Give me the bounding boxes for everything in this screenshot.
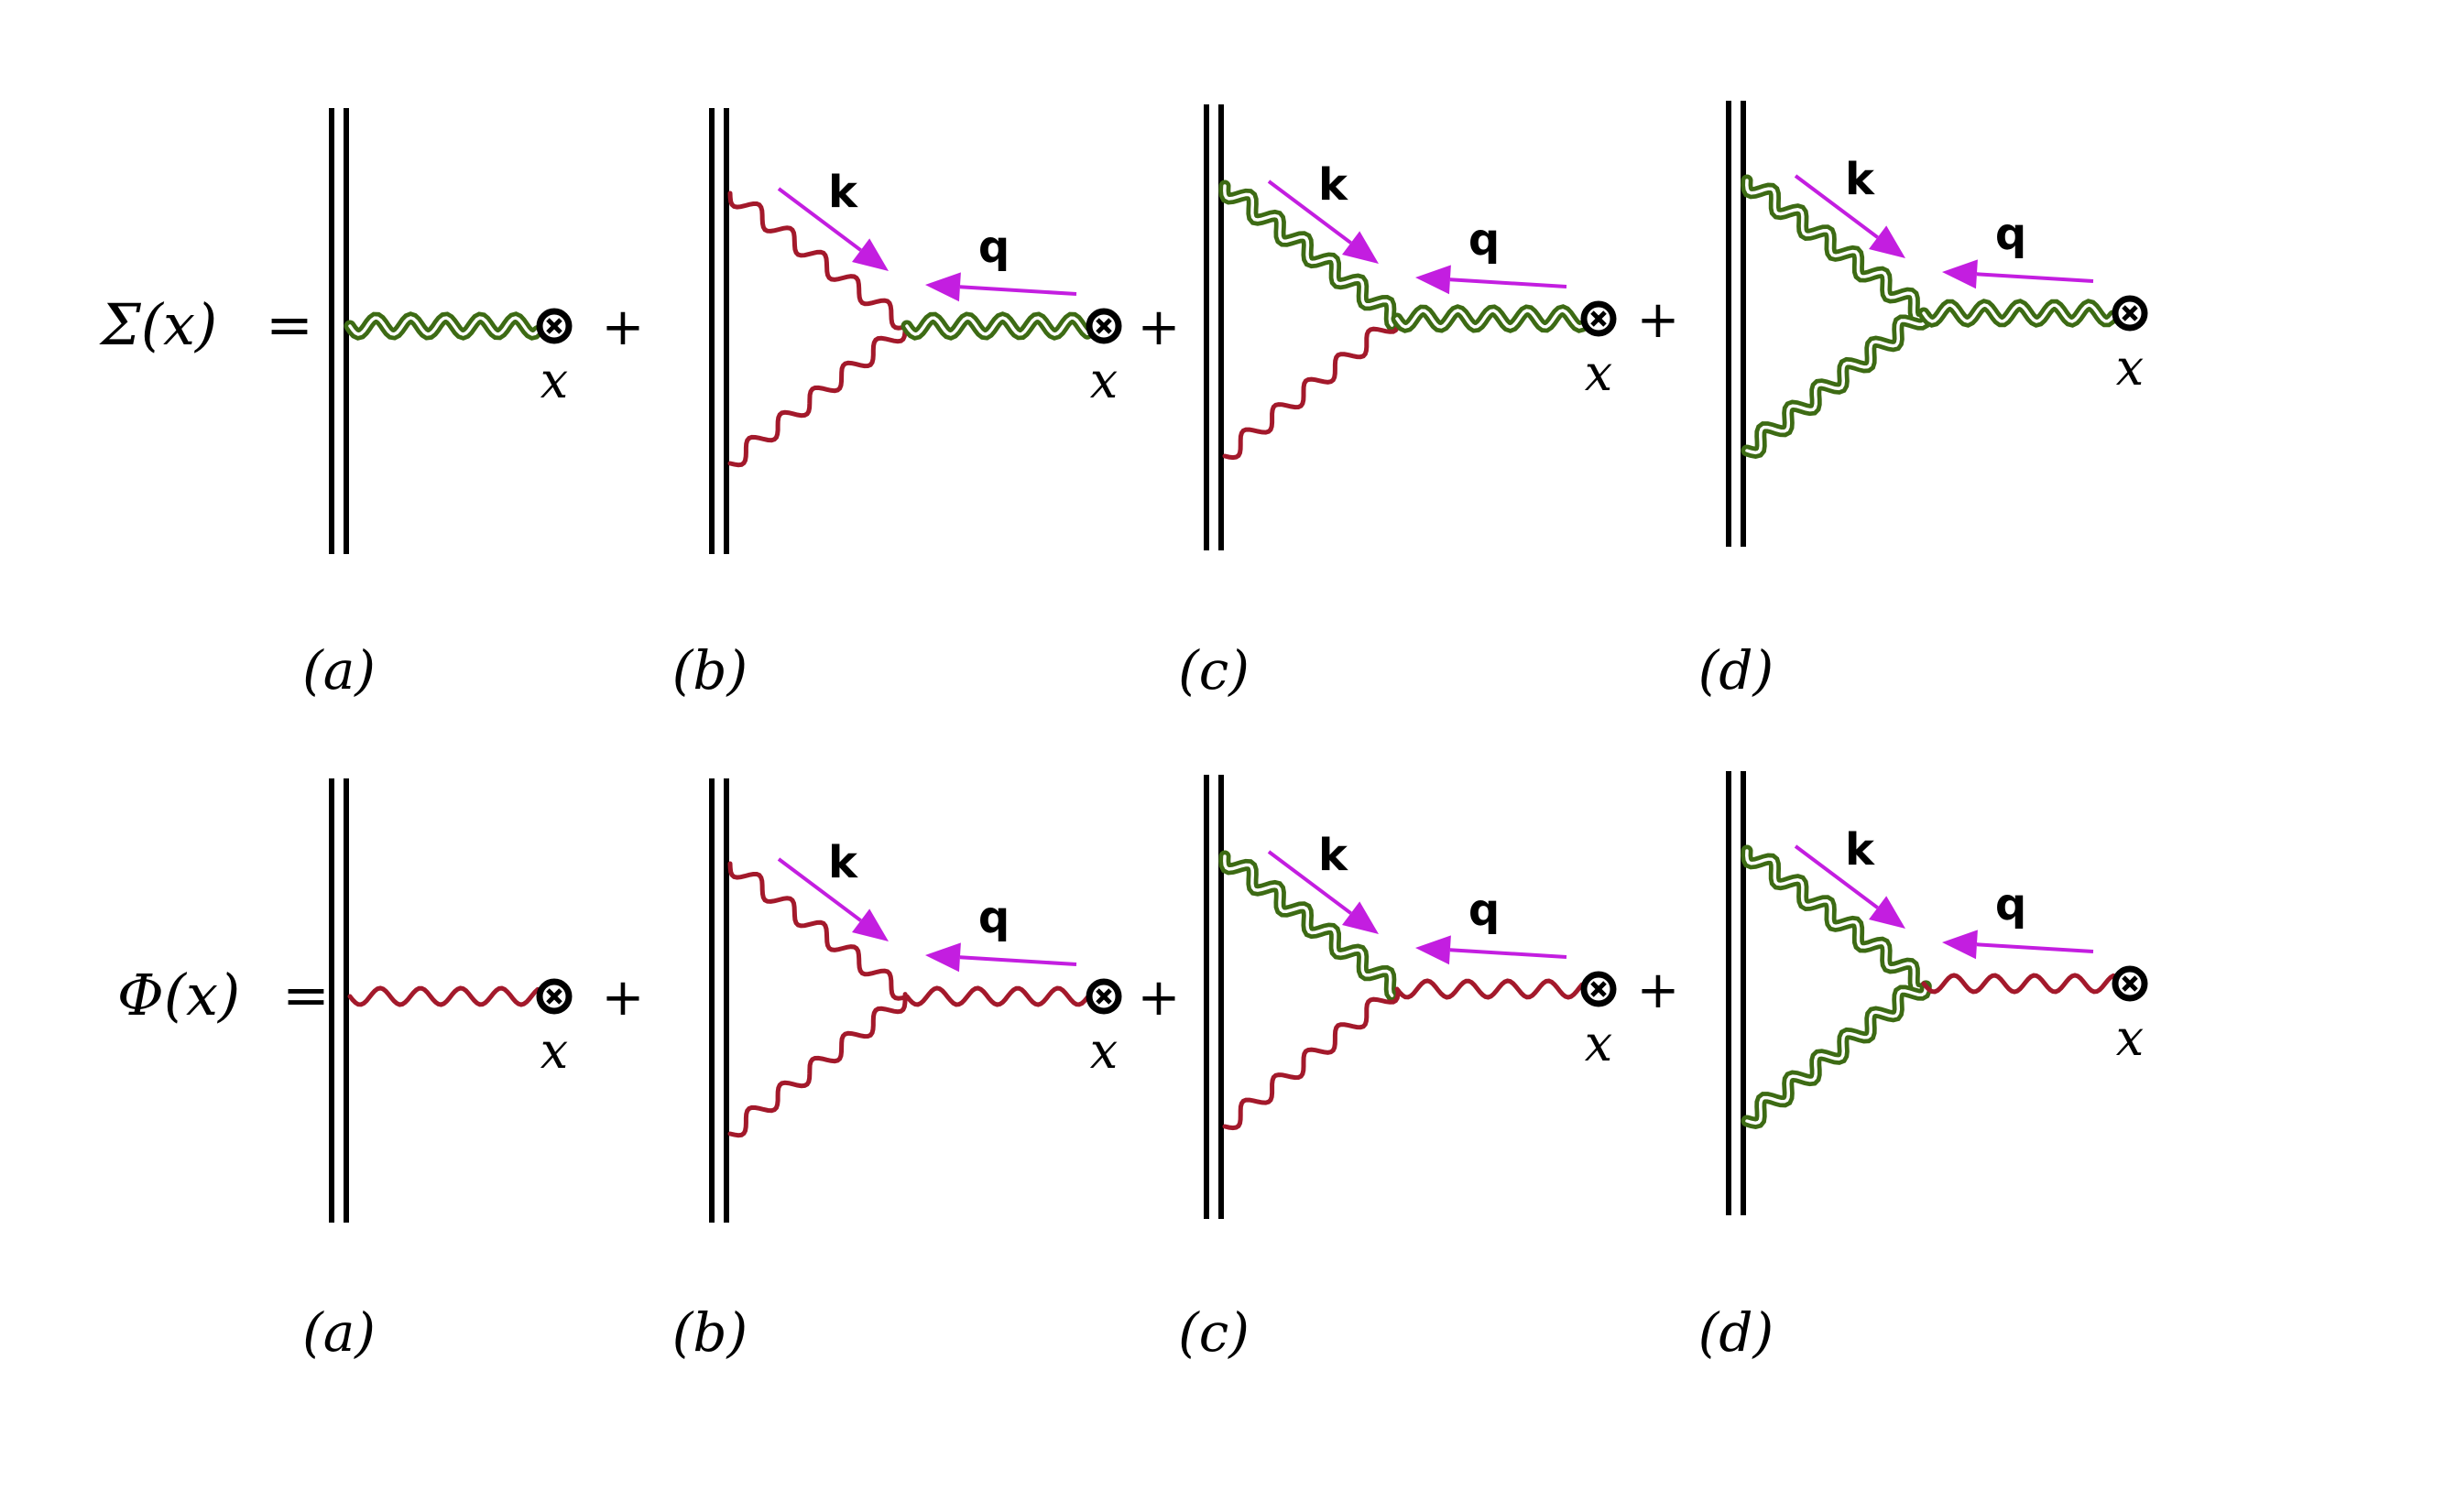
momentum-k-arrow: [1794, 174, 1905, 258]
external-propagator: [1921, 973, 2116, 995]
point-x-label: x: [1090, 352, 1118, 409]
point-x-label: x: [1585, 344, 1612, 402]
momentum-q-label: q: [978, 222, 1010, 273]
lower-propagator-core: [1745, 314, 1928, 455]
lhs-argument: (x): [164, 962, 240, 1028]
momentum-q-label: q: [1468, 214, 1500, 266]
momentum-k-label: k: [1845, 154, 1875, 205]
momentum-k-label: k: [828, 837, 858, 888]
momentum-k-arrow: [777, 857, 889, 941]
momentum-q-arrow: [925, 942, 1077, 973]
point-x-label: x: [2116, 339, 2144, 397]
plus-sign: +: [602, 298, 645, 357]
panel-label: (a): [302, 1301, 376, 1364]
panel-sigma-1: k q x + (b): [672, 108, 1181, 702]
momentum-k-arrow: [1794, 844, 1905, 929]
lower-propagator: [1222, 318, 1401, 461]
upper-propagator-core: [1223, 184, 1394, 327]
plus-sign: +: [1637, 290, 1680, 350]
plus-sign: +: [602, 968, 645, 1028]
external-propagator-core: [1395, 309, 1584, 329]
phi-row: Φ(x) = x + (a) k q x + (b) k q x + (c) k q x (d): [117, 771, 2148, 1364]
point-x-label: x: [1585, 1015, 1612, 1072]
point-x-label: x: [1090, 1022, 1118, 1080]
lower-propagator: [1222, 988, 1401, 1131]
source-point-otimes-icon: [1086, 978, 1122, 1015]
plus-sign: +: [1138, 298, 1181, 357]
panel-phi-3: k q x (d): [1698, 771, 2148, 1364]
momentum-k-label: k: [1318, 830, 1348, 881]
panel-phi-1: k q x + (b): [672, 778, 1181, 1364]
momentum-q-arrow: [1415, 935, 1567, 965]
panel-phi-0: x + (a): [302, 778, 644, 1364]
panel-label: (b): [672, 639, 748, 702]
panel-label: (b): [672, 1301, 748, 1364]
momentum-k-label: k: [828, 167, 858, 218]
panel-sigma-2: k q x + (c): [1178, 104, 1679, 702]
lower-propagator: [727, 321, 908, 468]
upper-propagator-core: [1745, 179, 1922, 321]
lower-propagator-core: [1745, 984, 1928, 1126]
lower-propagator: [727, 992, 908, 1138]
momentum-k-label: k: [1845, 824, 1875, 876]
source-point-otimes-icon: [1580, 300, 1617, 337]
external-propagator-core: [348, 316, 540, 336]
sigma-row: Σ(x) = x + (a) k q x + (b) k q x + (c) k q x (d): [99, 101, 2148, 702]
upper-propagator-core: [1745, 849, 1922, 991]
panel-label: (c): [1178, 639, 1250, 702]
momentum-k-label: k: [1318, 159, 1348, 211]
point-x-label: x: [2116, 1009, 2144, 1067]
source-point-otimes-icon: [1580, 971, 1617, 1007]
source-point-otimes-icon: [2112, 295, 2148, 332]
momentum-q-label: q: [1468, 885, 1500, 936]
panel-sigma-0: x + (a): [302, 108, 644, 702]
upper-propagator-core: [1223, 854, 1394, 997]
momentum-q-label: q: [1995, 879, 2026, 930]
external-propagator: [904, 985, 1090, 1007]
momentum-q-arrow: [1942, 259, 2094, 289]
panel-phi-2: k q x + (c): [1178, 775, 1679, 1364]
momentum-q-arrow: [925, 272, 1077, 302]
momentum-q-label: q: [978, 892, 1010, 943]
external-propagator: [1394, 978, 1585, 1000]
momentum-q-label: q: [1995, 209, 2026, 260]
source-point-otimes-icon: [1086, 308, 1122, 344]
source-point-otimes-icon: [536, 978, 573, 1015]
external-propagator: [347, 985, 540, 1007]
lhs-argument: (x): [141, 291, 217, 358]
source-point-otimes-icon: [536, 308, 573, 344]
lhs-label: Φ(x): [117, 962, 240, 1028]
panel-label: (c): [1178, 1301, 1250, 1364]
panel-label: (d): [1698, 639, 1774, 702]
upper-propagator: [727, 190, 909, 331]
momentum-k-arrow: [777, 187, 889, 271]
external-propagator-core: [1922, 303, 2115, 323]
equals-sign: =: [282, 962, 330, 1028]
lhs-symbol: Φ: [117, 962, 164, 1028]
external-propagator-core: [905, 316, 1089, 336]
momentum-k-arrow: [1267, 850, 1379, 934]
lhs-label: Σ(x): [99, 291, 217, 358]
plus-sign: +: [1138, 968, 1181, 1028]
panel-label: (d): [1698, 1301, 1774, 1364]
panel-sigma-3: k q x (d): [1698, 101, 2148, 702]
momentum-k-arrow: [1267, 179, 1379, 264]
equals-sign: =: [266, 291, 313, 358]
momentum-q-arrow: [1415, 265, 1567, 295]
momentum-q-arrow: [1942, 930, 2094, 960]
point-x-label: x: [540, 1022, 568, 1080]
panel-label: (a): [302, 639, 376, 702]
upper-propagator: [727, 861, 909, 1001]
point-x-label: x: [540, 352, 568, 409]
lhs-symbol: Σ: [99, 291, 142, 358]
source-point-otimes-icon: [2112, 965, 2148, 1002]
plus-sign: +: [1637, 961, 1680, 1020]
